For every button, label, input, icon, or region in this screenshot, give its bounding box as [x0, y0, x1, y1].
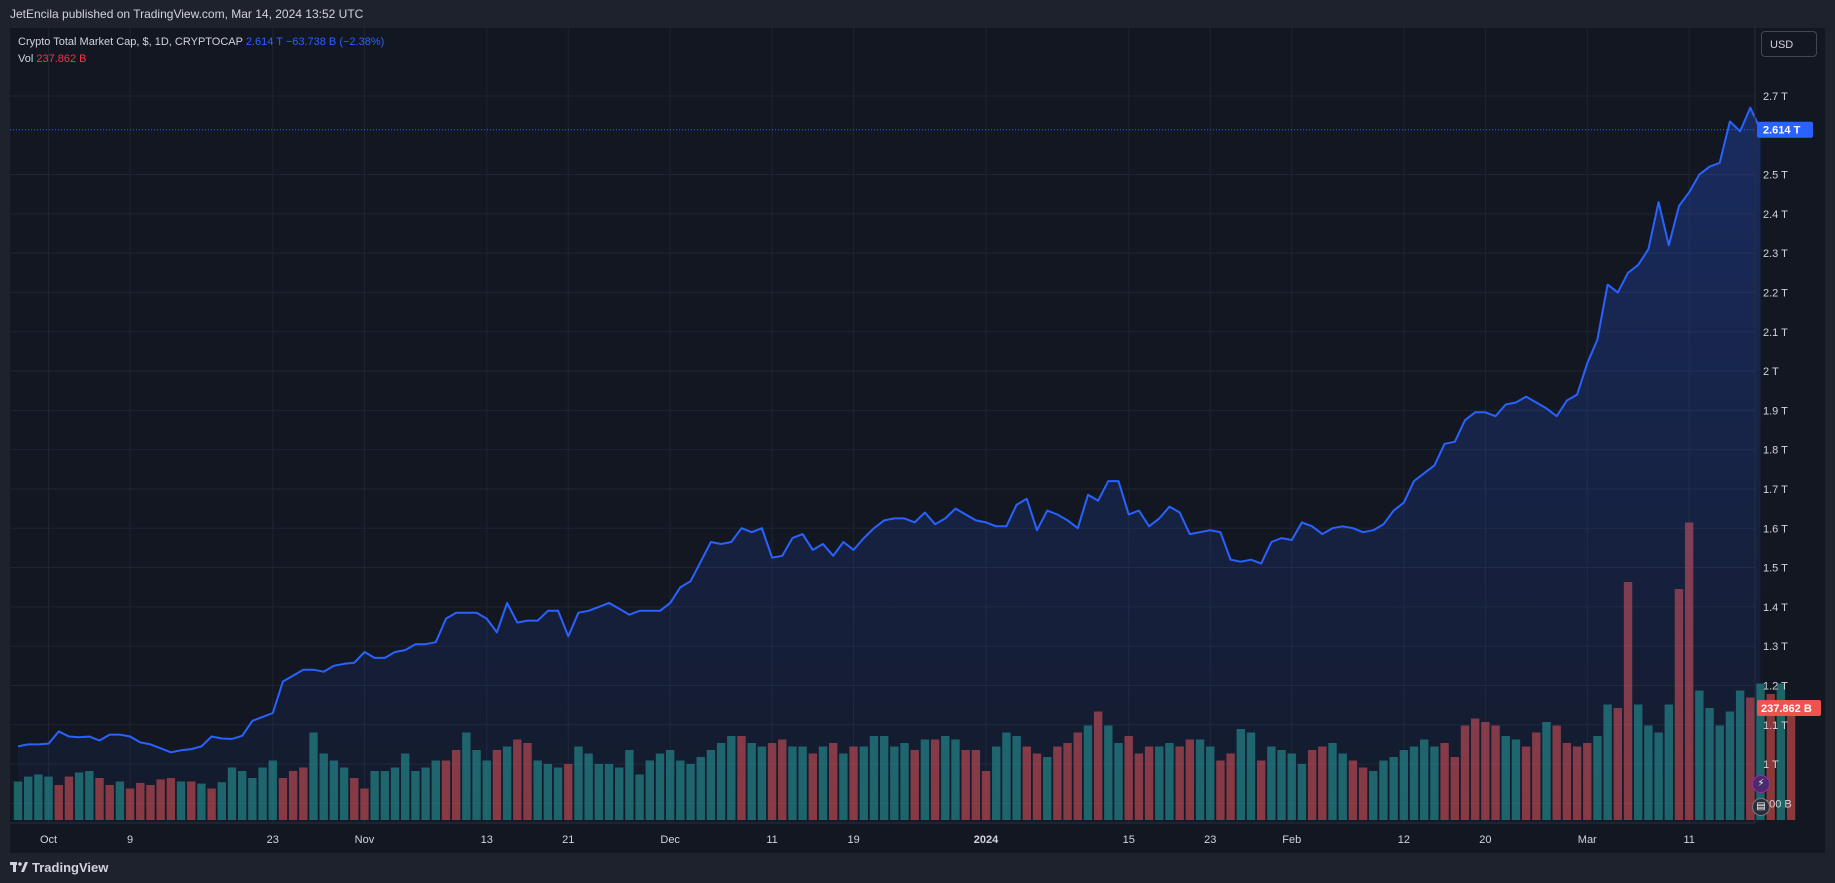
x-tick-label: 15: [1123, 834, 1135, 846]
x-tick-label: 23: [1204, 834, 1216, 846]
last-value: 2.614 T: [245, 36, 283, 48]
y-tick-label: 1.9 T: [1763, 405, 1788, 417]
x-tick-label: 11: [766, 834, 777, 846]
publish-line: JetEncila published on TradingView.com, …: [10, 7, 364, 21]
y-tick-label: 2.2 T: [1763, 287, 1788, 299]
y-tick-label: 1 T: [1763, 759, 1779, 771]
x-tick-label: Feb: [1282, 834, 1301, 846]
x-tick-label: 11: [1683, 834, 1694, 846]
price-change: −63.738 B (−2.38%): [285, 36, 385, 48]
y-tick-label: 2.1 T: [1763, 327, 1788, 339]
y-tick-label: 1.8 T: [1763, 445, 1788, 457]
x-tick-label: 9: [127, 834, 133, 846]
price-label-text: 2.614 T: [1763, 125, 1801, 137]
chart-legend: Crypto Total Market Cap, $, 1D, CRYPTOCA…: [18, 34, 384, 68]
volume-legend-row: Vol 237.862 B: [18, 51, 384, 68]
x-tick-label: Nov: [355, 834, 375, 846]
x-tick-label: 12: [1398, 834, 1410, 846]
x-tick-label: 23: [267, 834, 279, 846]
x-tick-label: 13: [481, 834, 493, 846]
flag-icon[interactable]: ▤: [1752, 798, 1770, 816]
x-tick-label: Dec: [660, 834, 680, 846]
y-tick-label: 1.4 T: [1763, 602, 1788, 614]
publish-header: JetEncila published on TradingView.com, …: [0, 0, 1835, 28]
y-tick-label: 1.1 T: [1763, 720, 1788, 732]
volume-label-text: 237.862 B: [1761, 703, 1812, 715]
x-tick-label: 2024: [974, 834, 999, 846]
price-chart-svg[interactable]: 900 B 1 T 1.1 T 1.2 T 1.3 T 1.4 T 1.5 T 1.6 T 1.…: [10, 28, 1825, 853]
x-tick-label: 19: [847, 834, 859, 846]
vol-value: 237.862 B: [36, 53, 87, 65]
x-tick-label: 20: [1479, 834, 1491, 846]
volume-bar: [1776, 683, 1786, 820]
price-label-badge: [1757, 121, 1813, 138]
currency-button[interactable]: USD: [1761, 31, 1817, 57]
y-tick-label: 2.5 T: [1763, 170, 1788, 182]
x-tick-label: Mar: [1578, 834, 1597, 846]
tradingview-logo-icon[interactable]: [10, 853, 28, 883]
y-tick-label: 2.7 T: [1763, 91, 1788, 103]
y-tick-label: 2.3 T: [1763, 248, 1788, 260]
y-tick-label: 2.4 T: [1763, 209, 1788, 221]
chart-area[interactable]: 900 B 1 T 1.1 T 1.2 T 1.3 T 1.4 T 1.5 T 1.6 T 1.…: [10, 28, 1825, 853]
y-tick-label: 1.2 T: [1763, 680, 1788, 692]
price-line: [17, 106, 1762, 754]
y-tick-label: 1.3 T: [1763, 641, 1788, 653]
y-tick-label: 1.6 T: [1763, 523, 1788, 535]
x-tick-label: Oct: [40, 834, 57, 846]
lightning-icon[interactable]: ⚡: [1752, 775, 1770, 793]
y-tick-label: 2 T: [1763, 366, 1779, 378]
volume-bar: [1786, 708, 1796, 820]
y-tick-label: 900 B: [1763, 798, 1792, 810]
footer: TradingView: [0, 853, 1835, 883]
volume-label-badge: [1757, 700, 1821, 716]
symbol-text[interactable]: Crypto Total Market Cap, $, 1D, CRYPTOCA…: [18, 36, 243, 48]
y-tick-label: 1.5 T: [1763, 563, 1788, 575]
volume-bar: [1766, 694, 1775, 820]
footer-brand[interactable]: TradingView: [32, 860, 109, 875]
x-tick-label: 21: [562, 834, 574, 846]
vol-label[interactable]: Vol: [18, 53, 34, 65]
y-tick-label: 1.7 T: [1763, 484, 1788, 496]
symbol-legend-row: Crypto Total Market Cap, $, 1D, CRYPTOCA…: [18, 34, 384, 51]
price-area-fill: [18, 107, 1761, 823]
